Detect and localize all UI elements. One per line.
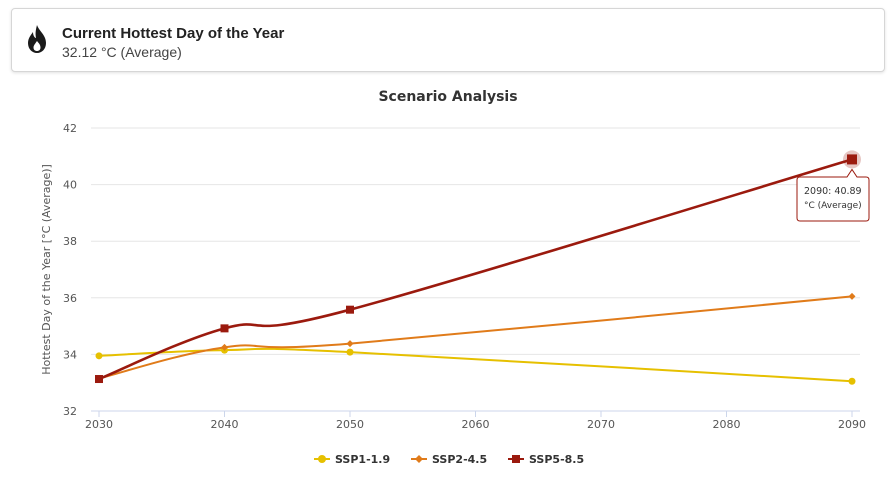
y-tick-label: 36: [63, 292, 77, 305]
data-point: [95, 375, 103, 384]
data-point: [848, 292, 856, 300]
legend: SSP1-1.9 SSP2-4.5 SSP5-8.5: [314, 453, 584, 466]
x-tick-label: 2080: [713, 418, 741, 431]
legend-marker-ssp1-1.9: [318, 455, 326, 463]
summary-stat: (Average): [120, 44, 182, 60]
summary-value: 32.12: [62, 44, 98, 60]
summary-value-line: 32.12 °C (Average): [62, 44, 182, 60]
data-point: [221, 343, 228, 351]
tooltip-line-2: °C (Average): [804, 201, 862, 211]
y-tick-label: 34: [63, 348, 77, 361]
legend-label: SSP5-8.5: [529, 453, 584, 466]
legend-label: SSP1-1.9: [335, 453, 390, 466]
x-tick-label: 2050: [336, 418, 364, 431]
x-tick-label: 2070: [587, 418, 615, 431]
y-tick-label: 42: [63, 122, 77, 135]
y-tick-label: 40: [63, 179, 77, 192]
data-point: [346, 305, 354, 314]
summary-card: Current Hottest Day of the Year 32.12 °C…: [11, 8, 885, 72]
grid-layer: [91, 127, 860, 412]
y-tick-label: 32: [63, 405, 77, 418]
series-layer: [95, 155, 856, 385]
tooltip-layer: 2090: 40.89 °C (Average): [796, 150, 870, 222]
series-line-ssp1-1.9: [98, 347, 853, 383]
x-tick-label: 2040: [211, 418, 239, 431]
legend-marker-ssp2-4.5: [415, 455, 423, 463]
legend-label: SSP2-4.5: [432, 453, 487, 466]
tooltip-box: [796, 168, 870, 222]
data-point: [346, 340, 354, 348]
legend-marker-ssp5-8.5: [512, 455, 520, 463]
data-point: [346, 348, 354, 356]
data-point: [220, 324, 229, 333]
summary-title: Current Hottest Day of the Year: [62, 25, 285, 42]
summary-unit: °C: [100, 44, 117, 60]
y-axis-title: Hottest Day of the Year [°C (Average)]: [40, 164, 53, 375]
flame-icon: [28, 25, 46, 53]
series-line-ssp5-8.5: [98, 158, 853, 381]
data-point: [848, 377, 856, 385]
series-line-ssp2-4.5: [98, 295, 853, 380]
x-tick-label: 2030: [85, 418, 113, 431]
x-tick-label: 2090: [838, 418, 866, 431]
hover-point: [847, 154, 857, 165]
y-tick-label: 38: [63, 235, 77, 248]
data-point: [95, 352, 103, 360]
x-tick-label: 2060: [462, 418, 490, 431]
axis-layer: 32 34 36 38 40 42 2030 2040 2050 2060 2070 2080 2090…: [40, 122, 866, 431]
tooltip-line-1: 2090: 40.89: [804, 186, 862, 197]
chart-title: Scenario Analysis: [378, 89, 517, 105]
